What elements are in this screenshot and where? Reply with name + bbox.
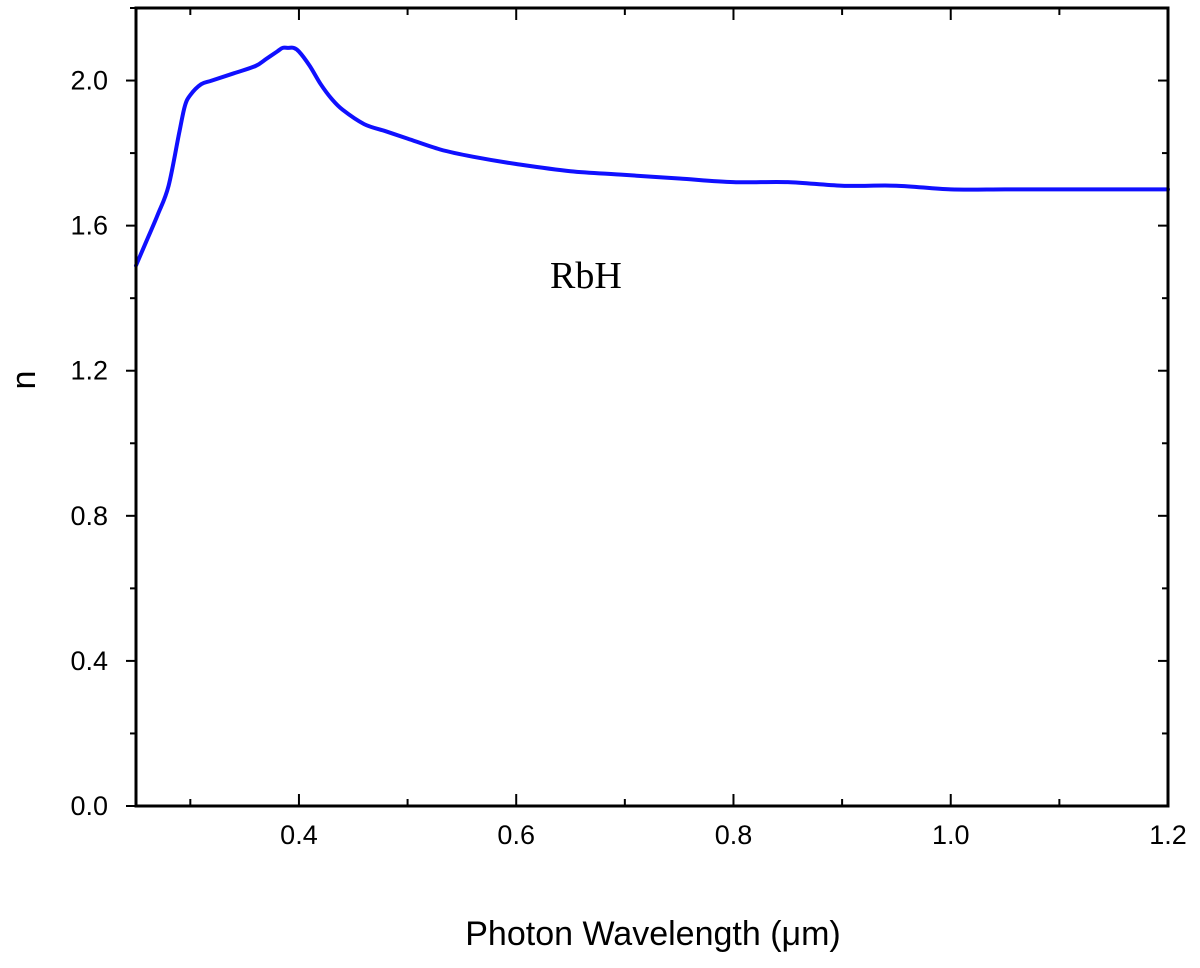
y-tick-label: 0.4 <box>70 646 108 676</box>
x-axis-label: Photon Wavelength (μm) <box>465 915 841 953</box>
series-annotation: RbH <box>550 255 622 297</box>
y-axis-label: n <box>5 371 43 390</box>
y-tick-label: 0.8 <box>70 501 108 531</box>
axis-ticks <box>126 7 1169 807</box>
x-tick-label: 1.0 <box>932 820 970 850</box>
x-tick-label: 0.8 <box>715 820 753 850</box>
y-tick-label: 2.0 <box>70 66 108 96</box>
plot-frame <box>134 6 1170 808</box>
x-tick-label: 0.4 <box>280 820 318 850</box>
y-tick-label: 1.2 <box>70 356 108 386</box>
y-tick-label: 0.0 <box>70 791 108 821</box>
tick-labels: 0.4 0.6 0.8 1.0 1.2 0.0 0.4 0.8 1.2 1.6 2.0 <box>70 66 1186 850</box>
x-tick-label: 1.2 <box>1149 820 1187 850</box>
y-tick-label: 1.6 <box>70 211 108 241</box>
x-tick-label: 0.6 <box>497 820 535 850</box>
series-line <box>134 45 1170 268</box>
